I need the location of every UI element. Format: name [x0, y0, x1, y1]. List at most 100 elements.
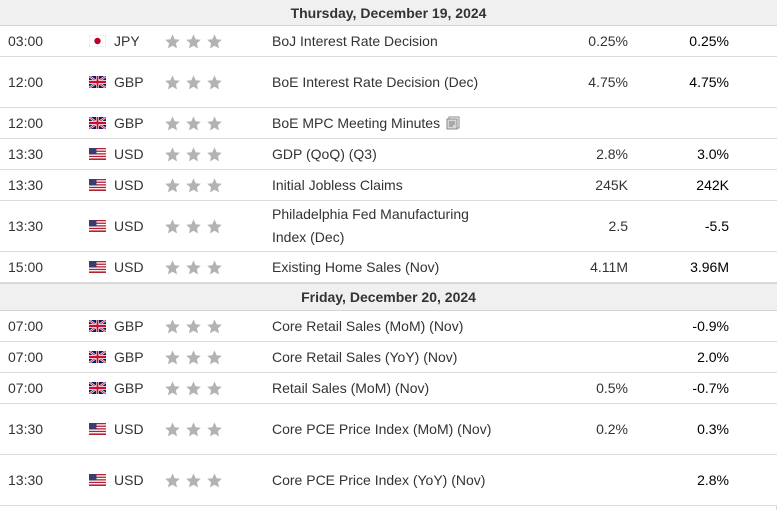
importance-stars — [164, 139, 234, 169]
event-time: 13:30 — [8, 177, 44, 193]
star-icon — [186, 115, 201, 130]
event-currency: GBP — [114, 349, 144, 365]
event-currency: USD — [114, 472, 144, 488]
star-icon — [207, 146, 222, 161]
event-name[interactable]: BoE MPC Meeting Minutes — [272, 114, 441, 131]
event-previous: -0.9% — [692, 318, 729, 334]
star-icon — [186, 472, 201, 487]
day-header-label: Friday, December 20, 2024 — [301, 289, 476, 305]
table-row[interactable]: 13:30 USD Core PCE Price Index (YoY) (No… — [0, 455, 777, 506]
event-name[interactable]: Core PCE Price Index (YoY) (Nov) — [272, 471, 486, 488]
event-name[interactable]: BoJ Interest Rate Decision — [272, 32, 438, 49]
table-row[interactable]: 13:30 USD Initial Jobless Claims 245K 24… — [0, 170, 777, 201]
event-time: 12:00 — [8, 115, 44, 131]
star-icon — [165, 472, 180, 487]
star-icon — [207, 259, 222, 274]
star-icon — [165, 74, 180, 89]
table-row[interactable]: 13:30 USD Philadelphia Fed Manufacturing… — [0, 201, 777, 252]
table-row[interactable]: 15:00 USD Existing Home Sales (Nov) 4.11… — [0, 252, 777, 283]
importance-stars — [164, 342, 234, 372]
gb-flag-icon — [87, 373, 107, 403]
event-previous: 242K — [696, 177, 729, 193]
table-row[interactable]: 07:00 GBP Retail Sales (MoM) (Nov) 0.5% … — [0, 373, 777, 404]
star-icon — [207, 33, 222, 48]
gb-flag-icon — [87, 311, 107, 341]
event-name[interactable]: GDP (QoQ) (Q3) — [272, 145, 377, 162]
importance-stars — [164, 108, 234, 138]
event-name[interactable]: Retail Sales (MoM) (Nov) — [272, 379, 430, 396]
table-row[interactable]: 13:30 USD Core PCE Price Index (MoM) (No… — [0, 404, 777, 455]
event-time: 13:30 — [8, 421, 44, 437]
event-name[interactable]: Existing Home Sales (Nov) — [272, 258, 440, 275]
event-actual: 245K — [595, 177, 628, 193]
event-previous: 3.0% — [697, 146, 729, 162]
star-icon — [165, 146, 180, 161]
star-icon — [186, 318, 201, 333]
table-row[interactable]: 13:30 USD GDP (QoQ) (Q3) 2.8% 3.0% — [0, 139, 777, 170]
event-actual: 0.5% — [596, 380, 628, 396]
star-icon — [186, 74, 201, 89]
star-icon — [186, 177, 201, 192]
star-icon — [186, 259, 201, 274]
importance-stars — [164, 311, 234, 341]
event-time: 12:00 — [8, 74, 44, 90]
event-actual: 4.75% — [588, 74, 628, 90]
table-row[interactable]: 07:00 GBP Core Retail Sales (MoM) (Nov) … — [0, 311, 777, 342]
event-actual: 2.5 — [608, 218, 628, 234]
event-previous: -0.7% — [692, 380, 729, 396]
star-icon — [186, 349, 201, 364]
event-name[interactable]: Core Retail Sales (YoY) (Nov) — [272, 348, 458, 365]
table-row[interactable]: 12:00 GBP BoE Interest Rate Decision (De… — [0, 57, 777, 108]
event-previous: 4.75% — [689, 74, 729, 90]
star-icon — [165, 115, 180, 130]
importance-stars — [164, 201, 234, 251]
event-name[interactable]: Philadelphia Fed Manufacturing Index (De… — [272, 206, 469, 245]
event-time: 03:00 — [8, 33, 44, 49]
importance-stars — [164, 455, 234, 505]
importance-stars — [164, 170, 234, 200]
importance-stars — [164, 26, 234, 56]
us-flag-icon — [87, 252, 107, 282]
importance-stars — [164, 373, 234, 403]
star-icon — [207, 218, 222, 233]
jp-flag-icon — [87, 26, 107, 56]
event-previous: 2.0% — [697, 349, 729, 365]
event-currency: USD — [114, 421, 144, 437]
event-previous: 0.25% — [689, 33, 729, 49]
star-icon — [207, 318, 222, 333]
event-actual — [540, 342, 628, 372]
star-icon — [165, 33, 180, 48]
event-time: 15:00 — [8, 259, 44, 275]
star-icon — [186, 146, 201, 161]
event-actual — [540, 108, 628, 138]
event-name[interactable]: Core PCE Price Index (MoM) (Nov) — [272, 420, 492, 437]
star-icon — [207, 349, 222, 364]
day-header: Friday, December 20, 2024 — [0, 283, 777, 311]
star-icon — [207, 380, 222, 395]
table-row[interactable]: 12:00 GBP BoE MPC Meeting Minutes — [0, 108, 777, 139]
table-row[interactable]: 03:00 JPY BoJ Interest Rate Decision 0.2… — [0, 26, 777, 57]
event-actual — [540, 311, 628, 341]
event-currency: USD — [114, 146, 144, 162]
us-flag-icon — [87, 455, 107, 505]
event-currency: USD — [114, 177, 144, 193]
event-currency: GBP — [114, 380, 144, 396]
table-row[interactable]: 07:00 GBP Core Retail Sales (YoY) (Nov) … — [0, 342, 777, 373]
event-previous: -5.5 — [704, 218, 729, 234]
event-previous: 0.3% — [697, 421, 729, 437]
event-currency: GBP — [114, 115, 144, 131]
event-time: 13:30 — [8, 472, 44, 488]
star-icon — [165, 380, 180, 395]
event-name[interactable]: Core Retail Sales (MoM) (Nov) — [272, 317, 464, 334]
event-actual: 4.11M — [590, 259, 628, 275]
star-icon — [207, 421, 222, 436]
gb-flag-icon — [87, 342, 107, 372]
event-name[interactable]: BoE Interest Rate Decision (Dec) — [272, 73, 479, 90]
star-icon — [207, 115, 222, 130]
star-icon — [165, 259, 180, 274]
star-icon — [165, 421, 180, 436]
document-icon[interactable] — [446, 116, 460, 130]
event-name[interactable]: Initial Jobless Claims — [272, 176, 403, 193]
day-header: Thursday, December 19, 2024 — [0, 0, 777, 26]
importance-stars — [164, 404, 234, 454]
